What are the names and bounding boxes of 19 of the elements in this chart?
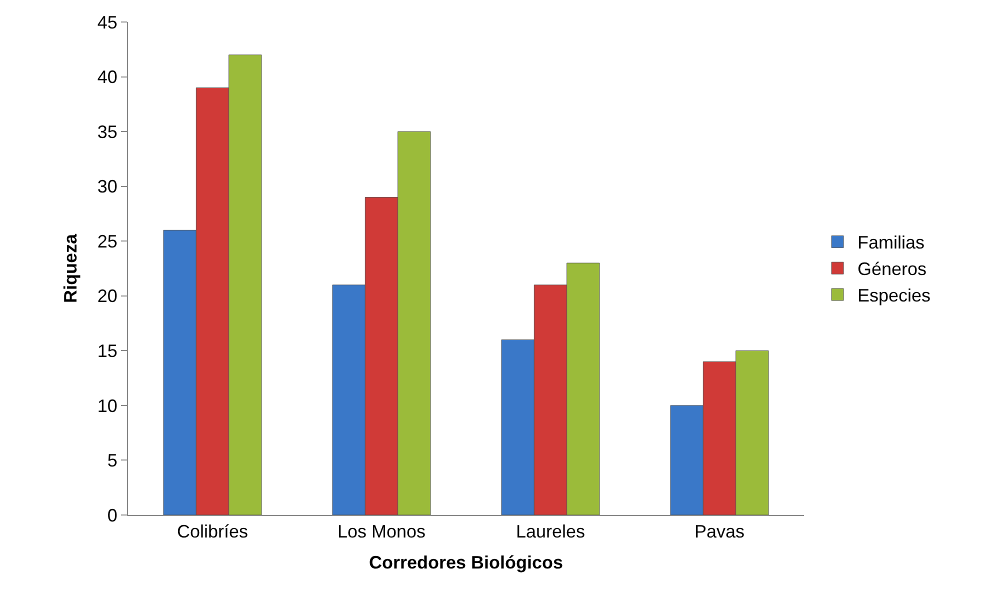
- y-tick-label: 30: [97, 176, 118, 197]
- y-tick-label: 35: [97, 122, 118, 142]
- y-tick-label: 0: [107, 505, 118, 526]
- y-tick-label: 10: [97, 396, 118, 416]
- y-tick-label: 25: [97, 231, 118, 252]
- x-tick-label: Pavas: [694, 522, 745, 542]
- legend-label: Especies: [858, 286, 931, 306]
- y-tick-label: 45: [97, 12, 118, 32]
- legend-label: Géneros: [858, 259, 927, 280]
- x-tick-label: Colibríes: [176, 522, 248, 542]
- y-axis-title: Riqueza: [60, 233, 81, 304]
- x-tick-label: Laureles: [516, 522, 586, 542]
- legend-label: Familias: [858, 232, 925, 253]
- y-tick-label: 20: [97, 286, 118, 306]
- y-tick-label: 40: [97, 67, 118, 88]
- y-tick-label: 15: [97, 340, 118, 361]
- y-tick-label: 5: [107, 450, 118, 471]
- x-axis-title: Corredores Biológicos: [368, 552, 564, 573]
- x-tick-label: Los Monos: [337, 522, 426, 542]
